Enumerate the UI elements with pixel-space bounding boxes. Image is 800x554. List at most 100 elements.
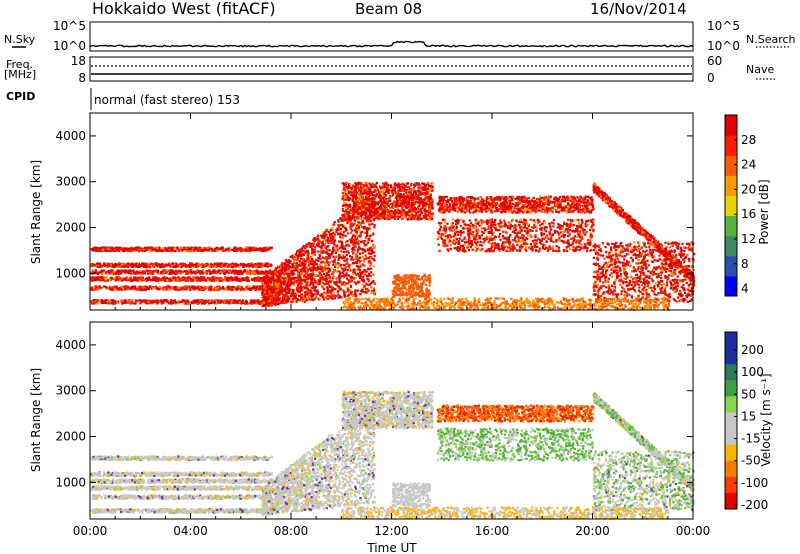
echo-pixel — [279, 281, 282, 285]
echo-pixel — [343, 259, 346, 262]
echo-pixel — [372, 245, 376, 248]
echo-pixel — [361, 270, 364, 273]
echo-pixel — [134, 302, 137, 305]
echo-pixel — [307, 264, 311, 267]
echo-pixel — [327, 256, 330, 260]
echo-pixel — [372, 265, 375, 268]
echo-pixel — [323, 262, 326, 265]
echo-pixel — [193, 272, 197, 275]
echo-pixel — [97, 277, 100, 280]
echo-pixel — [331, 276, 334, 280]
echo-pixel — [289, 288, 292, 291]
echo-pixel — [203, 276, 206, 279]
echo-pixel — [361, 249, 364, 252]
echo-pixel — [308, 284, 311, 287]
echo-pixel — [222, 264, 226, 267]
echo-pixel — [330, 241, 333, 245]
echo-pixel — [217, 277, 220, 280]
echo-pixel — [108, 246, 111, 249]
echo-pixel — [115, 277, 118, 280]
echo-pixel — [309, 245, 312, 248]
echo-pixel — [346, 274, 349, 277]
echo-pixel — [141, 249, 144, 252]
echo-pixel — [268, 304, 271, 307]
echo-pixel — [270, 304, 273, 307]
echo-pixel — [290, 271, 293, 274]
echo-pixel — [150, 279, 153, 282]
echo-pixel — [243, 277, 247, 280]
echo-pixel — [107, 247, 110, 250]
echo-pixel — [225, 279, 228, 282]
echo-pixel — [159, 265, 162, 268]
echo-pixel — [104, 246, 108, 249]
echo-pixel — [138, 272, 141, 275]
echo-pixel — [193, 301, 196, 304]
echo-pixel — [338, 287, 341, 290]
echo-pixel — [130, 287, 133, 290]
echo-pixel — [295, 253, 298, 256]
freq-panel-frame — [89, 56, 694, 82]
echo-pixel — [98, 276, 101, 279]
echo-pixel — [204, 264, 208, 267]
echo-pixel — [255, 277, 258, 280]
echo-pixel — [327, 297, 330, 300]
echo-pixel — [116, 277, 119, 280]
echo-pixel — [340, 283, 343, 286]
freq-unit-label: [MHz] — [4, 68, 36, 81]
echo-pixel — [158, 285, 161, 289]
echo-pixel — [247, 287, 250, 290]
echo-pixel — [96, 272, 100, 275]
echo-pixel — [257, 265, 260, 268]
echo-pixel — [235, 276, 238, 279]
nsearch-tick-bottom: 10^0 — [707, 39, 740, 53]
echo-pixel — [111, 247, 114, 250]
echo-pixel — [345, 259, 349, 262]
echo-pixel — [175, 272, 179, 275]
echo-pixel — [101, 246, 104, 249]
echo-pixel — [367, 279, 370, 283]
echo-pixel — [170, 299, 173, 302]
echo-pixel — [165, 271, 168, 274]
echo-pixel — [215, 265, 218, 268]
echo-pixel — [200, 302, 204, 305]
echo-pixel — [137, 276, 140, 279]
echo-pixel — [190, 246, 193, 249]
echo-pixel — [327, 291, 330, 294]
echo-pixel — [335, 283, 338, 286]
echo-pixel — [127, 247, 131, 251]
echo-pixel — [263, 246, 266, 250]
echo-pixel — [313, 293, 316, 296]
echo-pixel — [303, 300, 306, 303]
echo-pixel — [172, 262, 175, 265]
echo-pixel — [258, 300, 261, 303]
echo-pixel — [106, 279, 109, 282]
echo-pixel — [249, 270, 252, 273]
echo-pixel — [110, 272, 113, 275]
echo-pixel — [291, 300, 294, 303]
echo-pixel — [372, 273, 375, 276]
echo-pixel — [206, 286, 209, 289]
echo-pixel — [302, 298, 305, 301]
echo-pixel — [292, 267, 295, 271]
echo-pixel — [184, 269, 187, 272]
echo-pixel — [313, 253, 316, 256]
echo-pixel — [340, 250, 343, 253]
echo-pixel — [138, 265, 141, 269]
echo-pixel — [308, 267, 311, 270]
echo-pixel — [354, 244, 357, 247]
echo-pixel — [292, 289, 295, 292]
echo-pixel — [206, 263, 209, 266]
echo-pixel — [297, 264, 300, 267]
echo-pixel — [339, 227, 343, 231]
echo-pixel — [333, 282, 336, 285]
echo-pixel — [239, 277, 242, 281]
echo-pixel — [241, 271, 244, 274]
echo-pixel — [256, 263, 259, 266]
echo-pixel — [304, 280, 307, 283]
echo-pixel — [283, 293, 286, 297]
echo-pixel — [331, 250, 335, 253]
echo-pixel — [127, 265, 130, 269]
echo-pixel — [233, 249, 236, 252]
echo-pixel — [109, 263, 113, 267]
echo-pixel — [164, 249, 167, 252]
